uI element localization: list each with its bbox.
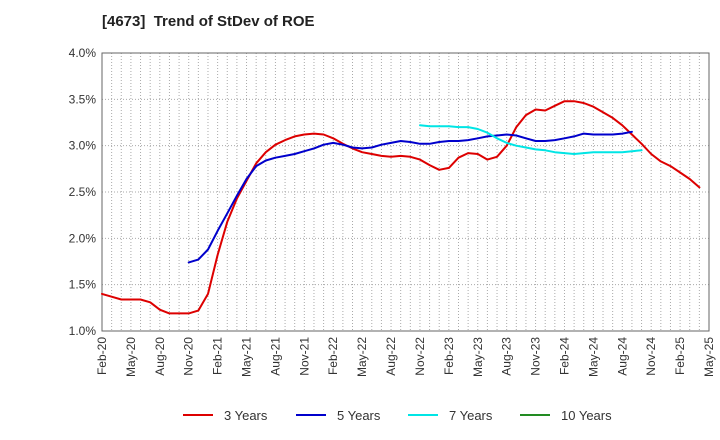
x-tick-label: May-22 — [355, 337, 369, 377]
x-tick-label: May-20 — [124, 337, 138, 377]
x-tick-label: Feb-24 — [557, 337, 571, 375]
x-axis-tick-labels: Feb-20 May-20 Aug-20 Nov-20 Feb-21 May-21 Aug-… — [95, 337, 716, 377]
x-tick-label: Nov-22 — [413, 337, 427, 376]
series-layer — [101, 100, 701, 315]
x-tick-label: Aug-21 — [268, 337, 282, 376]
x-tick-label: Aug-23 — [500, 337, 514, 376]
series-line-5-years — [187, 130, 633, 264]
x-tick-label: May-21 — [240, 337, 254, 377]
x-tick-label: Aug-22 — [384, 337, 398, 376]
x-tick-label: Nov-24 — [644, 337, 658, 376]
x-tick-label: Nov-20 — [182, 337, 196, 376]
plot-border — [101, 52, 710, 332]
grid-layer — [102, 53, 709, 331]
x-tick-label: Feb-25 — [673, 337, 687, 375]
x-tick-label: May-23 — [471, 337, 485, 377]
x-tick-label: Aug-20 — [153, 337, 167, 376]
y-tick-label: 2.0% — [69, 231, 97, 245]
x-tick-label: Feb-21 — [211, 337, 225, 375]
x-tick-label: May-24 — [586, 337, 600, 377]
series-line-3-years — [101, 100, 701, 315]
x-tick-label: Aug-24 — [615, 337, 629, 376]
legend-label-3-years: 3 Years — [224, 408, 268, 423]
y-tick-label: 1.0% — [69, 324, 97, 338]
y-tick-label: 3.5% — [69, 92, 97, 106]
series-line-7-years — [419, 124, 643, 155]
y-tick-label: 3.0% — [69, 139, 97, 153]
x-tick-label: May-25 — [702, 337, 716, 377]
y-tick-label: 2.5% — [69, 185, 97, 199]
x-tick-label: Nov-23 — [529, 337, 543, 376]
y-axis-tick-labels: 1.0% 1.5% 2.0% 2.5% 3.0% 3.5% 4.0% — [69, 46, 97, 338]
y-tick-label: 1.5% — [69, 278, 97, 292]
legend-label-7-years: 7 Years — [449, 408, 493, 423]
x-tick-label: Nov-21 — [297, 337, 311, 376]
x-tick-label: Feb-20 — [95, 337, 109, 375]
y-tick-label: 4.0% — [69, 46, 97, 60]
x-tick-label: Feb-22 — [326, 337, 340, 375]
chart-title: [4673] Trend of StDev of ROE — [102, 13, 315, 30]
legend-label-10-years: 10 Years — [561, 408, 612, 423]
x-tick-label: Feb-23 — [442, 337, 456, 375]
legend: 3 Years 5 Years 7 Years 10 Years — [183, 408, 612, 423]
legend-label-5-years: 5 Years — [337, 408, 381, 423]
